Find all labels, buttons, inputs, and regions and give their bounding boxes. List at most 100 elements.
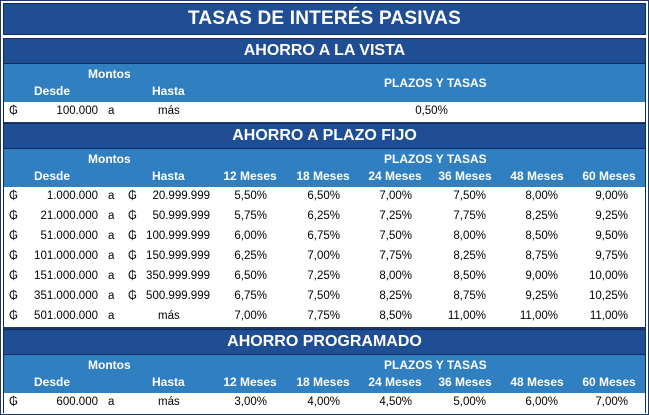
rate-value: 6,50%	[307, 190, 340, 202]
rate-value: 7,00%	[379, 190, 412, 202]
rate-value: 9,25%	[595, 210, 628, 222]
rate-value: 7,75%	[453, 210, 486, 222]
rate-value: 8,50%	[379, 310, 412, 322]
a-text: a	[108, 250, 115, 262]
rate-value: 8,75%	[525, 250, 558, 262]
table-row: ₲ 501.000.000 a más 7,00% 7,75% 8,50% 11,00% 11,…	[3, 307, 646, 327]
desde-value: 101.000.000	[34, 250, 98, 262]
rate-value: 8,25%	[525, 210, 558, 222]
term-header: 24 Meses	[368, 375, 422, 389]
rate-value: 5,50%	[234, 190, 267, 202]
term-header: 18 Meses	[296, 169, 350, 183]
term-header: 12 Meses	[223, 169, 277, 183]
hasta-value: 20.999.999	[152, 190, 210, 202]
rate-value: 7,50%	[453, 190, 486, 202]
rate-value: 7,25%	[379, 210, 412, 222]
desde-value: 1.000.000	[46, 190, 98, 202]
a-text: a	[108, 190, 115, 202]
page-title: TASAS DE INTERÉS PASIVAS	[3, 3, 646, 35]
term-header: 24 Meses	[368, 169, 422, 183]
rate-value: 7,75%	[379, 250, 412, 262]
rate-value: 9,00%	[595, 190, 628, 202]
term-header: 18 Meses	[296, 375, 350, 389]
rate-value: 5,00%	[453, 396, 486, 408]
rate-value: 4,50%	[379, 396, 412, 408]
plazos-label: PLAZOS Y TASAS	[384, 152, 487, 166]
rate-value: 6,00%	[234, 230, 267, 242]
term-header: 36 Meses	[438, 375, 492, 389]
hasta-currency: ₲	[128, 230, 137, 242]
rate-value: 7,00%	[595, 396, 628, 408]
currency-symbol: ₲	[9, 105, 18, 117]
desde-label: Desde	[34, 169, 71, 183]
currency-symbol: ₲	[9, 190, 18, 202]
montos-label: Montos	[88, 67, 131, 81]
section-title-vista: AHORRO A LA VISTA	[3, 38, 646, 64]
rate-value: 6,75%	[234, 290, 267, 302]
table-row: ₲ 351.000.000 a ₲ 500.999.999 6,75% 7,50% 8,25%…	[3, 287, 646, 307]
hasta-currency: ₲	[128, 270, 137, 282]
rate-value: 10,25%	[588, 290, 628, 302]
table-row: ₲ 101.000.000 a ₲ 150.999.999 6,25% 7,00% 7,75%…	[3, 247, 646, 267]
term-header: 60 Meses	[582, 169, 636, 183]
term-header: 36 Meses	[438, 169, 492, 183]
rate-value: 6,00%	[525, 396, 558, 408]
a-text: a	[108, 396, 115, 408]
rate-value: 11,00%	[589, 310, 628, 322]
section-title-fijo: AHORRO A PLAZO FIJO	[3, 123, 646, 149]
a-text: a	[108, 230, 115, 242]
desde-value: 600.000	[56, 396, 98, 408]
rate-value: 10,00%	[588, 270, 628, 282]
currency-symbol: ₲	[9, 230, 18, 242]
desde-label: Desde	[34, 84, 71, 98]
hasta-currency: ₲	[128, 210, 137, 222]
rate-value: 8,00%	[525, 190, 558, 202]
term-header: 48 Meses	[510, 375, 564, 389]
header-fijo: Montos Desde Hasta PLAZOS Y TASAS 12 Mes…	[3, 149, 646, 187]
currency-symbol: ₲	[9, 270, 18, 282]
rate-value: 8,00%	[379, 270, 412, 282]
term-header: 60 Meses	[582, 375, 636, 389]
desde-value: 501.000.000	[34, 310, 98, 322]
header-vista: Montos Desde Hasta PLAZOS Y TASAS	[3, 64, 646, 102]
plazos-label: PLAZOS Y TASAS	[384, 76, 487, 90]
rate-value: 11,00%	[519, 310, 558, 322]
rate-value: 8,25%	[453, 250, 486, 262]
hasta-value: 150.999.999	[146, 250, 210, 262]
montos-label: Montos	[88, 358, 131, 372]
rate-value: 4,00%	[307, 396, 340, 408]
rate-value: 0,50%	[415, 105, 448, 117]
rate-value: 8,25%	[379, 290, 412, 302]
rate-value: 8,00%	[453, 230, 486, 242]
rate-value: 7,00%	[307, 250, 340, 262]
table-row: ₲ 1.000.000 a ₲ 20.999.999 5,50% 6,50% 7,00% 7,5…	[3, 187, 646, 207]
hasta-value: 50.999.999	[152, 210, 210, 222]
hasta-value: 100.999.999	[146, 230, 210, 242]
desde-label: Desde	[34, 375, 71, 389]
hasta-label: Hasta	[152, 169, 185, 183]
divider	[3, 327, 646, 329]
rate-value: 6,25%	[307, 210, 340, 222]
rate-value: 3,00%	[234, 396, 267, 408]
rate-value: 9,50%	[595, 230, 628, 242]
desde-value: 51.000.000	[40, 230, 98, 242]
hasta-value: 500.999.999	[146, 290, 210, 302]
table-row: ₲ 100.000 a más 0,50%	[3, 102, 646, 122]
rate-value: 9,25%	[525, 290, 558, 302]
rate-value: 6,75%	[307, 230, 340, 242]
rate-value: 6,50%	[234, 270, 267, 282]
rate-value: 5,75%	[234, 210, 267, 222]
currency-symbol: ₲	[9, 290, 18, 302]
currency-symbol: ₲	[9, 396, 18, 408]
hasta-currency: ₲	[128, 290, 137, 302]
hasta-value: más	[158, 396, 180, 408]
table-row: ₲ 600.000 a más 3,00% 4,00% 4,50% 5,00% …	[3, 393, 646, 413]
currency-symbol: ₲	[9, 310, 18, 322]
rate-value: 9,75%	[595, 250, 628, 262]
currency-symbol: ₲	[9, 210, 18, 222]
hasta-value: más	[158, 310, 180, 322]
rate-value: 7,75%	[307, 310, 340, 322]
desde-value: 351.000.000	[34, 290, 98, 302]
table-row: ₲ 51.000.000 a ₲ 100.999.999 6,00% 6,75% 7,50% 8…	[3, 227, 646, 247]
